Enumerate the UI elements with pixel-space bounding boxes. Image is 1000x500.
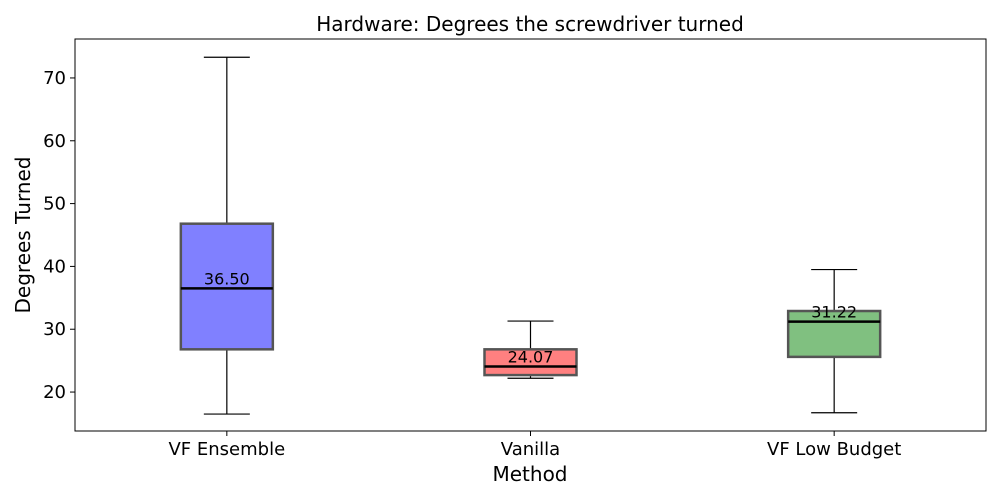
iqr-box xyxy=(483,348,578,377)
box-vf-ensemble: 36.50 xyxy=(179,56,275,415)
x-tick-label: Vanilla xyxy=(501,439,560,460)
median-label: 24.07 xyxy=(508,347,554,366)
box-vf-low-budget: 31.22 xyxy=(786,268,882,414)
y-tick-label: 30 xyxy=(43,319,66,340)
y-tick-label: 20 xyxy=(43,382,66,403)
median-label: 36.50 xyxy=(204,269,250,288)
y-tick-label: 40 xyxy=(43,256,66,277)
box-vanilla: 24.07 xyxy=(483,320,578,379)
x-axis-label: Method xyxy=(492,462,567,486)
iqr-box xyxy=(786,309,882,359)
y-axis: 20 30 40 50 60 70 xyxy=(43,68,75,403)
y-tick-label: 50 xyxy=(43,194,66,215)
plot-area: 36.50 24.07 31.22 xyxy=(179,56,882,415)
x-tick-label: VF Low Budget xyxy=(767,439,901,460)
median-label: 31.22 xyxy=(811,303,857,322)
y-tick-label: 60 xyxy=(43,131,66,152)
y-axis-label: Degrees Turned xyxy=(11,157,35,314)
chart-title: Hardware: Degrees the screwdriver turned xyxy=(316,12,744,36)
y-tick-label: 70 xyxy=(43,68,66,89)
x-tick-label: VF Ensemble xyxy=(168,439,285,460)
iqr-box xyxy=(179,222,275,351)
x-axis: VF Ensemble Vanilla VF Low Budget xyxy=(168,431,901,460)
